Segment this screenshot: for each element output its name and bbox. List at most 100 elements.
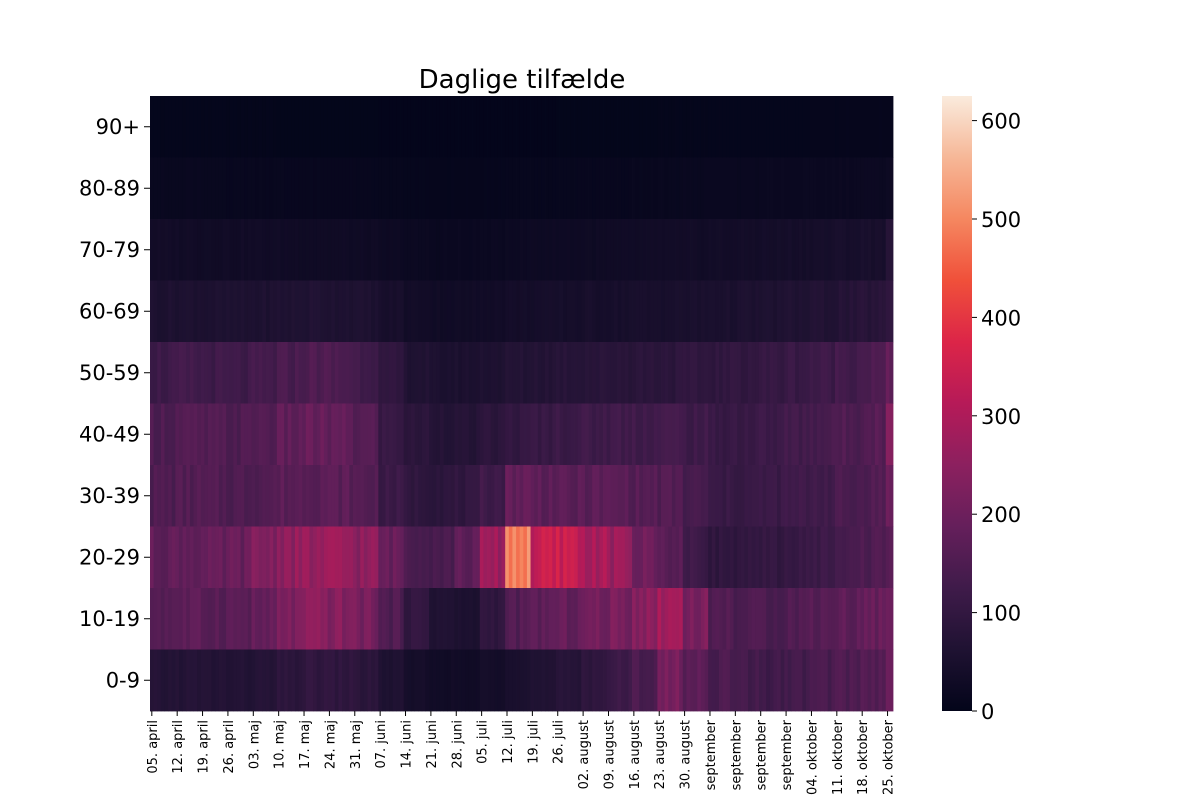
heatmap-cell <box>613 157 618 220</box>
heatmap-cell <box>302 280 307 343</box>
heatmap-cell <box>291 280 296 343</box>
heatmap-cell <box>722 96 727 158</box>
heatmap-cell <box>733 219 738 281</box>
heatmap-cell <box>410 342 415 404</box>
heatmap-cell <box>744 96 749 158</box>
heatmap-cell <box>726 96 731 158</box>
heatmap-cell <box>519 403 524 466</box>
heatmap-cell <box>519 526 524 589</box>
heatmap-cell <box>327 526 332 589</box>
heatmap-cell <box>617 219 622 281</box>
heatmap-cell <box>472 219 477 281</box>
heatmap-cell <box>842 465 847 527</box>
heatmap-cell <box>860 403 865 466</box>
heatmap-cell <box>168 280 173 343</box>
heatmap-cell <box>160 219 165 281</box>
heatmap-cell <box>229 96 234 158</box>
heatmap-cell <box>323 588 328 650</box>
heatmap-cell <box>871 649 876 712</box>
heatmap-cell <box>403 403 408 466</box>
heatmap-cell <box>563 96 568 158</box>
heatmap-cell <box>806 342 811 404</box>
heatmap-cell <box>711 465 716 527</box>
heatmap-cell <box>777 649 782 712</box>
heatmap-cell <box>617 526 622 589</box>
heatmap-cell <box>523 465 528 527</box>
heatmap-cell <box>798 526 803 589</box>
heatmap-cell <box>878 588 883 650</box>
heatmap-cell <box>762 588 767 650</box>
heatmap-cell <box>476 157 481 220</box>
heatmap-cell <box>777 526 782 589</box>
heatmap-cell <box>519 280 524 343</box>
heatmap-cell <box>845 157 850 220</box>
heatmap-cell <box>726 465 731 527</box>
heatmap-cell <box>298 588 303 650</box>
heatmap-cell <box>566 342 571 404</box>
heatmap-cell <box>574 219 579 281</box>
heatmap-cell <box>327 649 332 712</box>
heatmap-cell <box>178 219 184 281</box>
heatmap-cell <box>244 588 249 650</box>
heatmap-cell <box>545 465 550 527</box>
heatmap-cell <box>468 280 473 343</box>
heatmap-cell <box>617 588 622 650</box>
heatmap-cell <box>624 342 629 404</box>
heatmap-cell <box>487 465 492 527</box>
heatmap-cell <box>171 342 176 404</box>
heatmap-cell <box>682 465 687 527</box>
heatmap-cell <box>309 465 314 527</box>
colorbar-tick-label: 100 <box>981 602 1021 626</box>
heatmap-cell <box>505 96 510 158</box>
heatmap-cell <box>171 465 176 527</box>
heatmap-cell <box>392 588 397 650</box>
heatmap-cell <box>479 219 484 281</box>
heatmap-cell <box>320 280 325 343</box>
heatmap-cell <box>624 403 629 466</box>
heatmap-cell <box>624 96 629 158</box>
heatmap-cell <box>396 403 401 466</box>
x-tick-label: 09. august <box>602 720 617 789</box>
heatmap-cell <box>378 649 383 712</box>
heatmap-cell <box>603 157 608 220</box>
heatmap-cell <box>175 465 180 527</box>
heatmap-cell <box>787 403 792 466</box>
heatmap-cell <box>784 649 789 712</box>
heatmap-cell <box>748 96 753 158</box>
heatmap-cell <box>316 342 321 404</box>
heatmap-cell <box>439 157 444 220</box>
heatmap-cell <box>461 219 466 281</box>
heatmap-cell <box>407 280 412 343</box>
heatmap-cell <box>338 465 343 527</box>
heatmap-cell <box>831 403 836 466</box>
heatmap-cell <box>758 649 763 712</box>
heatmap-cell <box>530 342 535 404</box>
heatmap-cell <box>813 219 818 281</box>
heatmap-cell <box>653 219 658 281</box>
heatmap-cell <box>432 280 437 343</box>
heatmap-cell <box>849 403 854 466</box>
heatmap-cell <box>642 465 647 527</box>
heatmap-cell <box>294 342 299 404</box>
heatmap-cell <box>182 588 187 650</box>
heatmap-cell <box>719 280 724 343</box>
heatmap-cell <box>494 465 499 527</box>
x-tick-label: 05. juli <box>476 720 491 764</box>
heatmap-cell <box>722 526 727 589</box>
heatmap-cell <box>777 96 782 158</box>
heatmap-cell <box>664 157 669 220</box>
heatmap-cell <box>207 280 213 343</box>
heatmap-cell <box>838 403 843 466</box>
heatmap-cell <box>150 342 155 404</box>
heatmap-cell <box>508 649 513 712</box>
heatmap-cell <box>414 403 419 466</box>
heatmap-cell <box>715 403 720 466</box>
heatmap-cell <box>635 588 640 650</box>
heatmap-cell <box>816 649 821 712</box>
heatmap-cell <box>236 219 242 281</box>
heatmap-cell <box>461 157 466 220</box>
heatmap-cell <box>548 280 553 343</box>
heatmap-cell <box>454 280 459 343</box>
heatmap-cell <box>189 465 194 527</box>
heatmap-cell <box>755 157 760 220</box>
